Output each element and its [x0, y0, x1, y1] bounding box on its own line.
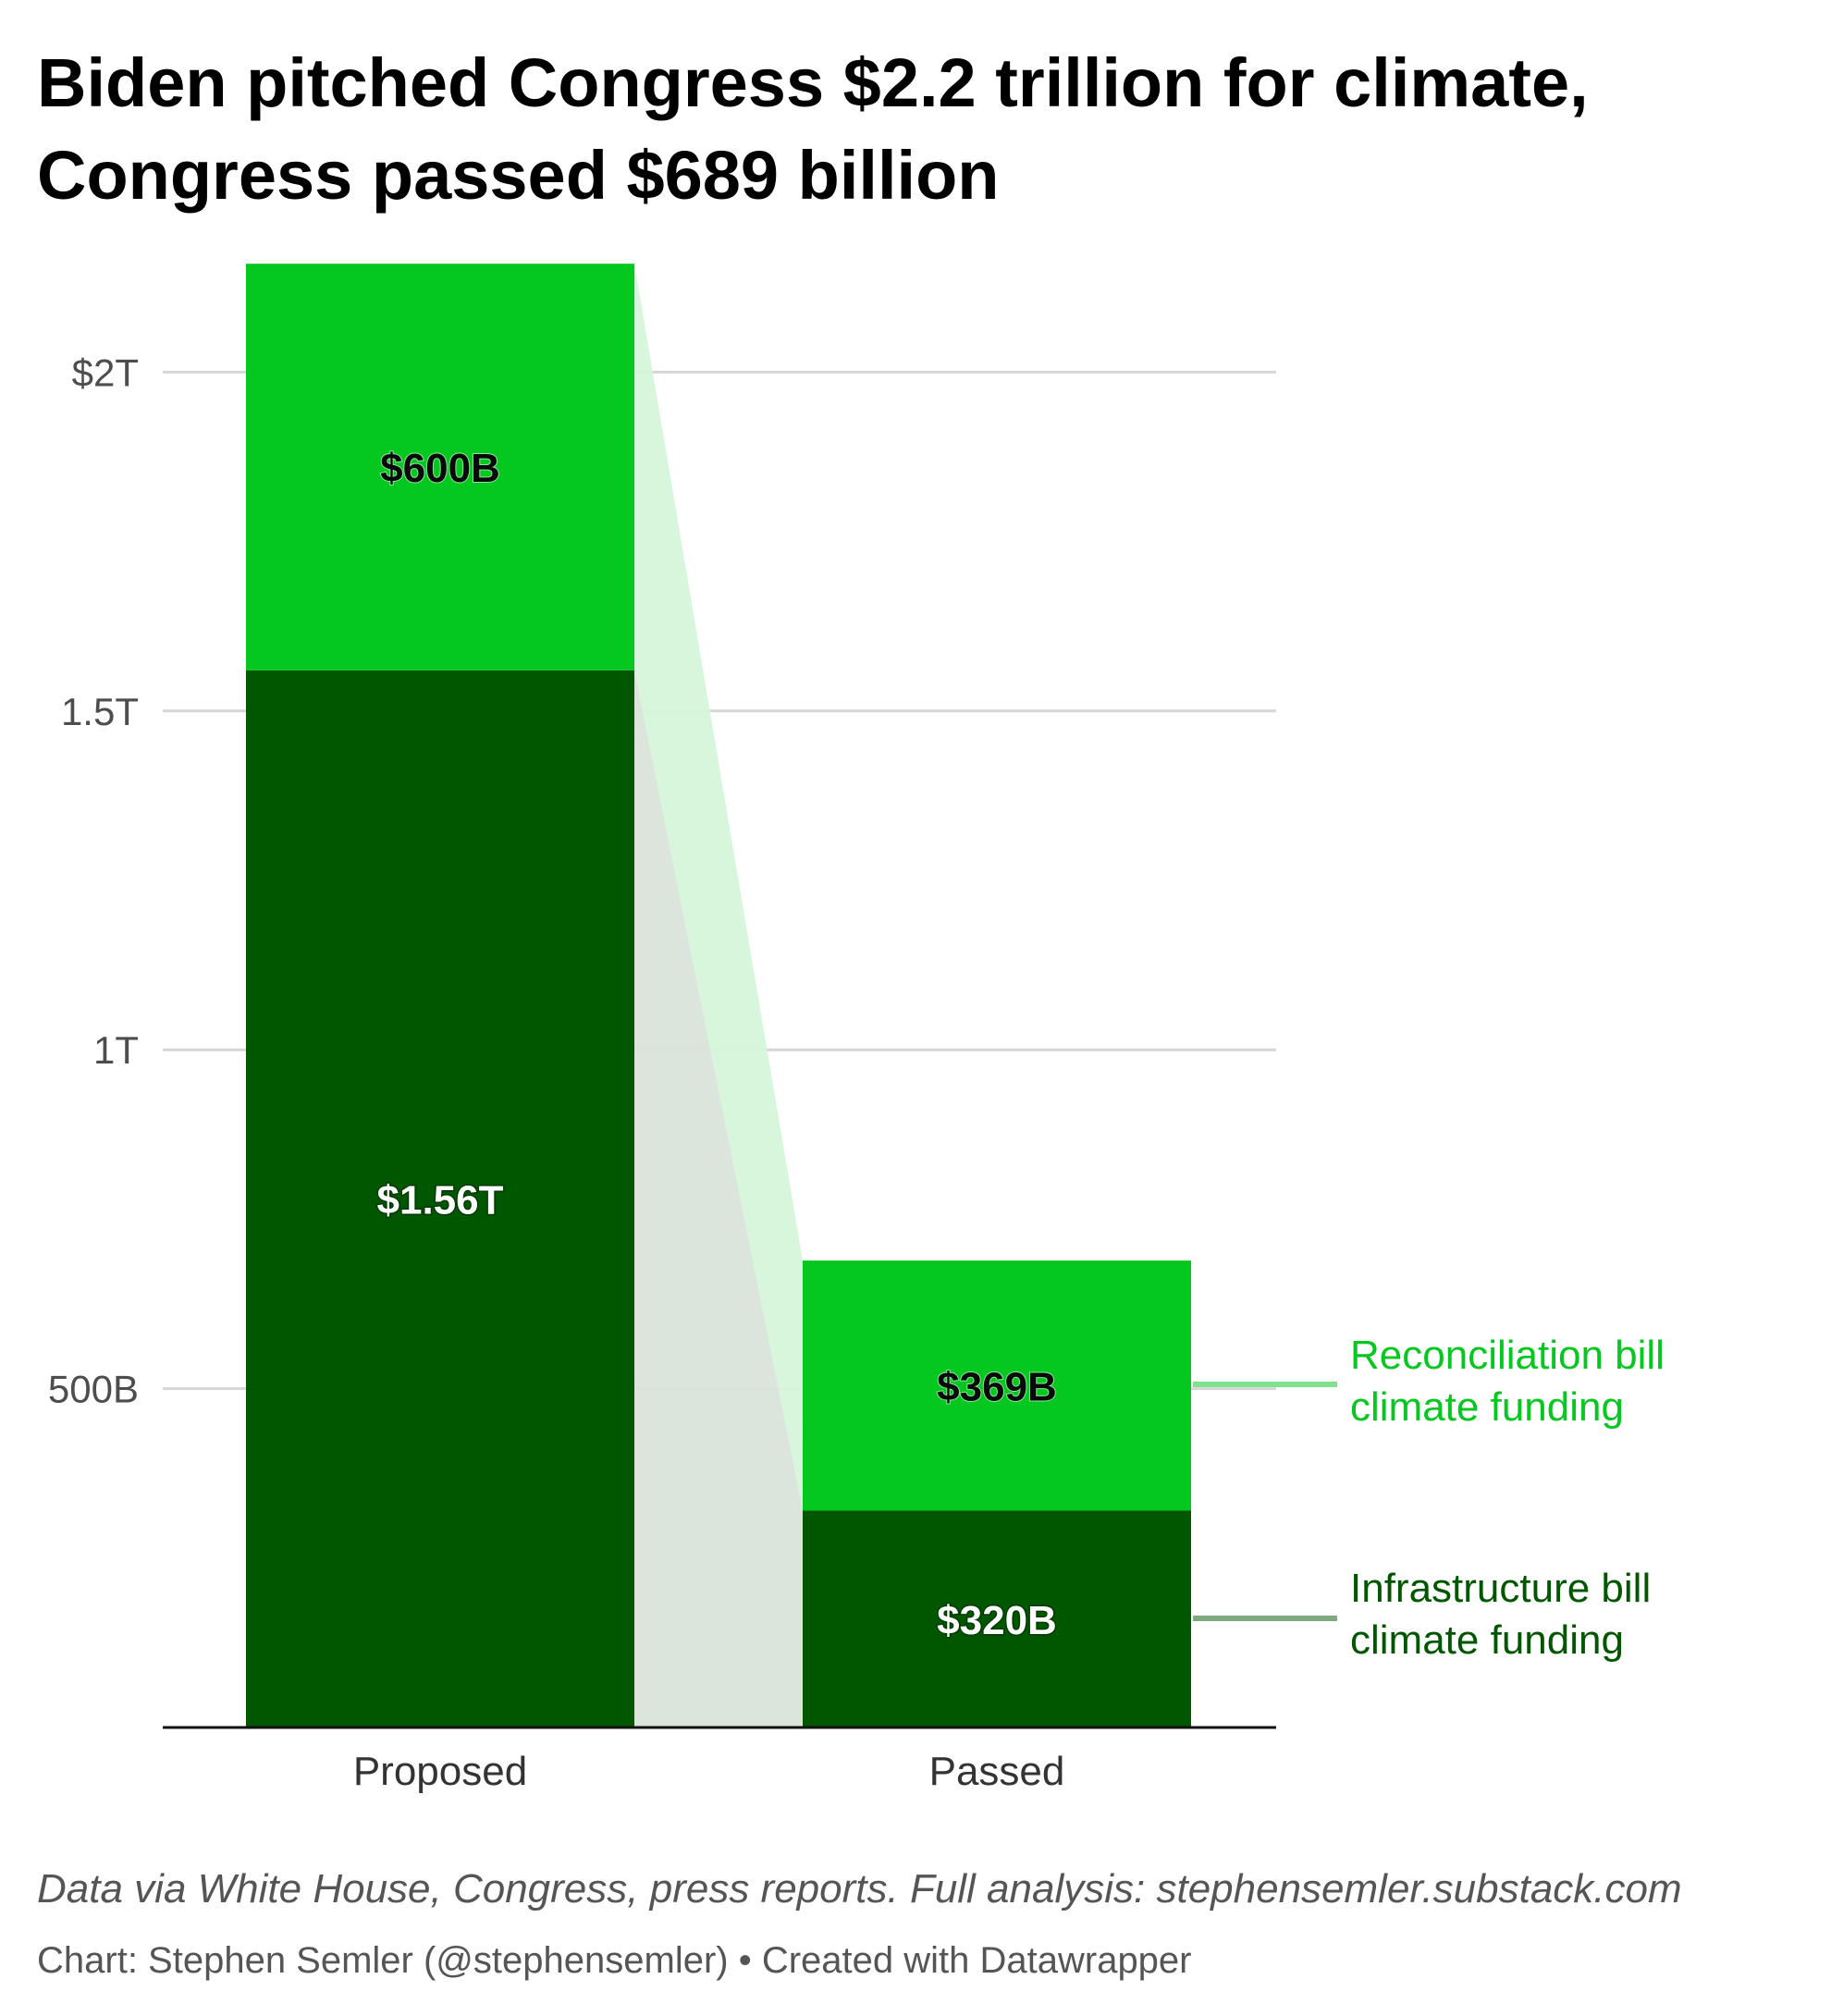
- bar-passed-series-1: [803, 1510, 1191, 1727]
- bar-proposed-series-1: [246, 670, 634, 1727]
- y-tick-label: 1T: [93, 1028, 139, 1072]
- chart-title: Biden pitched Congress $2.2 trillion for…: [37, 37, 1813, 222]
- legend-label: climate funding: [1350, 1617, 1624, 1663]
- y-tick-label: 1.5T: [61, 690, 139, 733]
- bar-value-label: $320B: [937, 1598, 1057, 1643]
- bar-proposed-series-2: [246, 264, 634, 670]
- connector-band-infrastructure: [634, 670, 803, 1727]
- y-tick-label: $2T: [72, 350, 139, 394]
- connector-band-reconciliation: [634, 264, 803, 1511]
- credit-note: Chart: Stephen Semler (@stephensemler) •…: [37, 1940, 1192, 1981]
- stacked-bar-chart: 500B 1T 1.5T $2T $1.56T $320B $600B $369B Propos…: [48, 264, 1665, 1794]
- bar-passed-series-2: [803, 1260, 1191, 1511]
- bar-value-label: $1.56T: [377, 1177, 504, 1223]
- bar-value-label: $600B: [380, 446, 500, 491]
- source-note: Data via White House, Congress, press re…: [37, 1866, 1682, 1912]
- legend-label: Infrastructure bill: [1350, 1566, 1651, 1611]
- chart-title-line-2: Congress passed $689 billion: [37, 137, 1000, 214]
- chart-title-line-1: Biden pitched Congress $2.2 trillion for…: [37, 44, 1589, 121]
- bar-value-label: $369B: [937, 1364, 1057, 1409]
- x-tick-label: Passed: [929, 1749, 1065, 1794]
- legend-label: climate funding: [1350, 1384, 1624, 1430]
- y-tick-label: 500B: [48, 1368, 139, 1411]
- x-tick-label: Proposed: [353, 1749, 527, 1794]
- legend-label: Reconciliation bill: [1350, 1333, 1665, 1378]
